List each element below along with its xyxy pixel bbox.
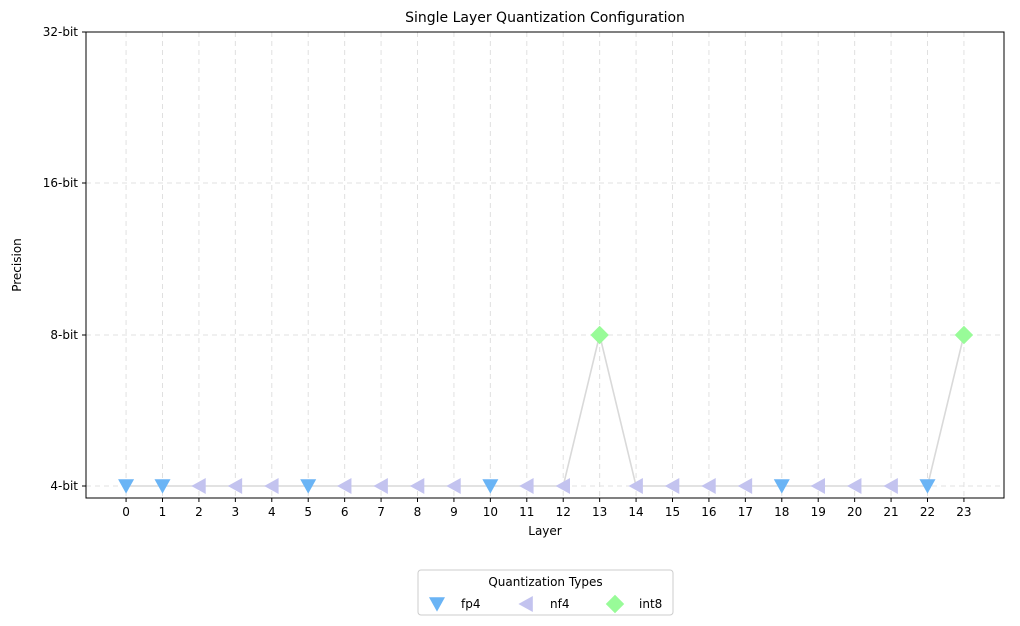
- x-tick-label-0: 0: [122, 505, 130, 519]
- x-axis-label: Layer: [528, 524, 562, 538]
- marker-layer-7-nf4: [373, 478, 388, 494]
- y-tick-label-2: 16-bit: [43, 176, 79, 190]
- legend-title: Quantization Types: [488, 575, 602, 589]
- y-tick-label-3: 32-bit: [43, 25, 79, 39]
- y-axis-label: Precision: [10, 238, 24, 292]
- plot-area: [85, 31, 1005, 499]
- marker-layer-18-fp4: [773, 479, 790, 494]
- x-tick-label-20: 20: [847, 505, 862, 519]
- marker-layer-15-nf4: [664, 478, 680, 494]
- x-tick-label-5: 5: [304, 505, 312, 519]
- legend: Quantization Types fp4 nf4 int8: [417, 569, 674, 616]
- x-tick-label-12: 12: [556, 505, 571, 519]
- legend-label-nf4: nf4: [550, 597, 569, 611]
- grid-lines: [86, 31, 1004, 498]
- marker-layer-2-nf4: [191, 478, 206, 494]
- x-tick-label-14: 14: [628, 505, 643, 519]
- legend-marker-int8: [605, 594, 625, 614]
- marker-layer-12-nf4: [555, 478, 571, 494]
- x-tick-label-21: 21: [883, 505, 898, 519]
- marker-layer-4-nf4: [264, 478, 279, 494]
- legend-entries: fp4 nf4 int8: [429, 594, 662, 614]
- y-axis-ticks: 4-bit 8-bit 16-bit 32-bit: [43, 25, 86, 493]
- x-axis-ticks: 0 1 2 3 4 5 6 7 8 9 10 11 12 13 14 15 16 17 18 19 20 21 22 23: [122, 498, 972, 519]
- data-markers: [118, 325, 974, 494]
- marker-layer-11-nf4: [519, 478, 534, 494]
- x-tick-label-1: 1: [159, 505, 167, 519]
- legend-label-int8: int8: [639, 597, 662, 611]
- x-tick-label-4: 4: [268, 505, 276, 519]
- marker-layer-13-int8: [590, 325, 609, 345]
- legend-marker-fp4: [429, 597, 445, 612]
- legend-marker-nf4: [518, 596, 533, 612]
- x-tick-label-17: 17: [738, 505, 753, 519]
- marker-layer-9-nf4: [446, 478, 461, 494]
- series-line: [126, 334, 965, 487]
- x-tick-label-10: 10: [483, 505, 498, 519]
- legend-label-fp4: fp4: [461, 597, 480, 611]
- marker-layer-20-nf4: [847, 478, 862, 494]
- x-tick-label-19: 19: [811, 505, 826, 519]
- marker-layer-0-fp4: [118, 479, 135, 494]
- x-tick-label-11: 11: [519, 505, 534, 519]
- marker-layer-8-nf4: [409, 478, 425, 494]
- x-tick-label-16: 16: [701, 505, 716, 519]
- y-tick-label-1: 8-bit: [50, 328, 78, 342]
- marker-layer-17-nf4: [737, 478, 753, 494]
- x-tick-label-6: 6: [341, 505, 349, 519]
- marker-layer-3-nf4: [227, 478, 243, 494]
- x-tick-label-22: 22: [920, 505, 935, 519]
- marker-layer-22-fp4: [919, 479, 936, 494]
- marker-layer-16-nf4: [701, 478, 716, 494]
- marker-layer-14-nf4: [628, 478, 643, 494]
- x-tick-label-9: 9: [450, 505, 458, 519]
- marker-layer-21-nf4: [883, 478, 898, 494]
- marker-layer-6-nf4: [337, 478, 352, 494]
- y-tick-label-0: 4-bit: [50, 479, 78, 493]
- precision-line: [126, 334, 965, 487]
- chart-title: Single Layer Quantization Configuration: [405, 10, 685, 26]
- marker-layer-23-int8: [954, 325, 974, 345]
- marker-layer-5-fp4: [300, 479, 317, 494]
- marker-layer-1-fp4: [154, 479, 171, 494]
- x-tick-label-13: 13: [592, 505, 607, 519]
- x-tick-label-3: 3: [232, 505, 240, 519]
- marker-layer-10-fp4: [482, 479, 499, 494]
- x-tick-label-7: 7: [377, 505, 385, 519]
- x-tick-label-8: 8: [414, 505, 422, 519]
- marker-layer-19-nf4: [810, 478, 826, 494]
- x-tick-label-2: 2: [195, 505, 203, 519]
- x-tick-label-18: 18: [774, 505, 789, 519]
- x-tick-label-15: 15: [665, 505, 680, 519]
- x-tick-label-23: 23: [956, 505, 971, 519]
